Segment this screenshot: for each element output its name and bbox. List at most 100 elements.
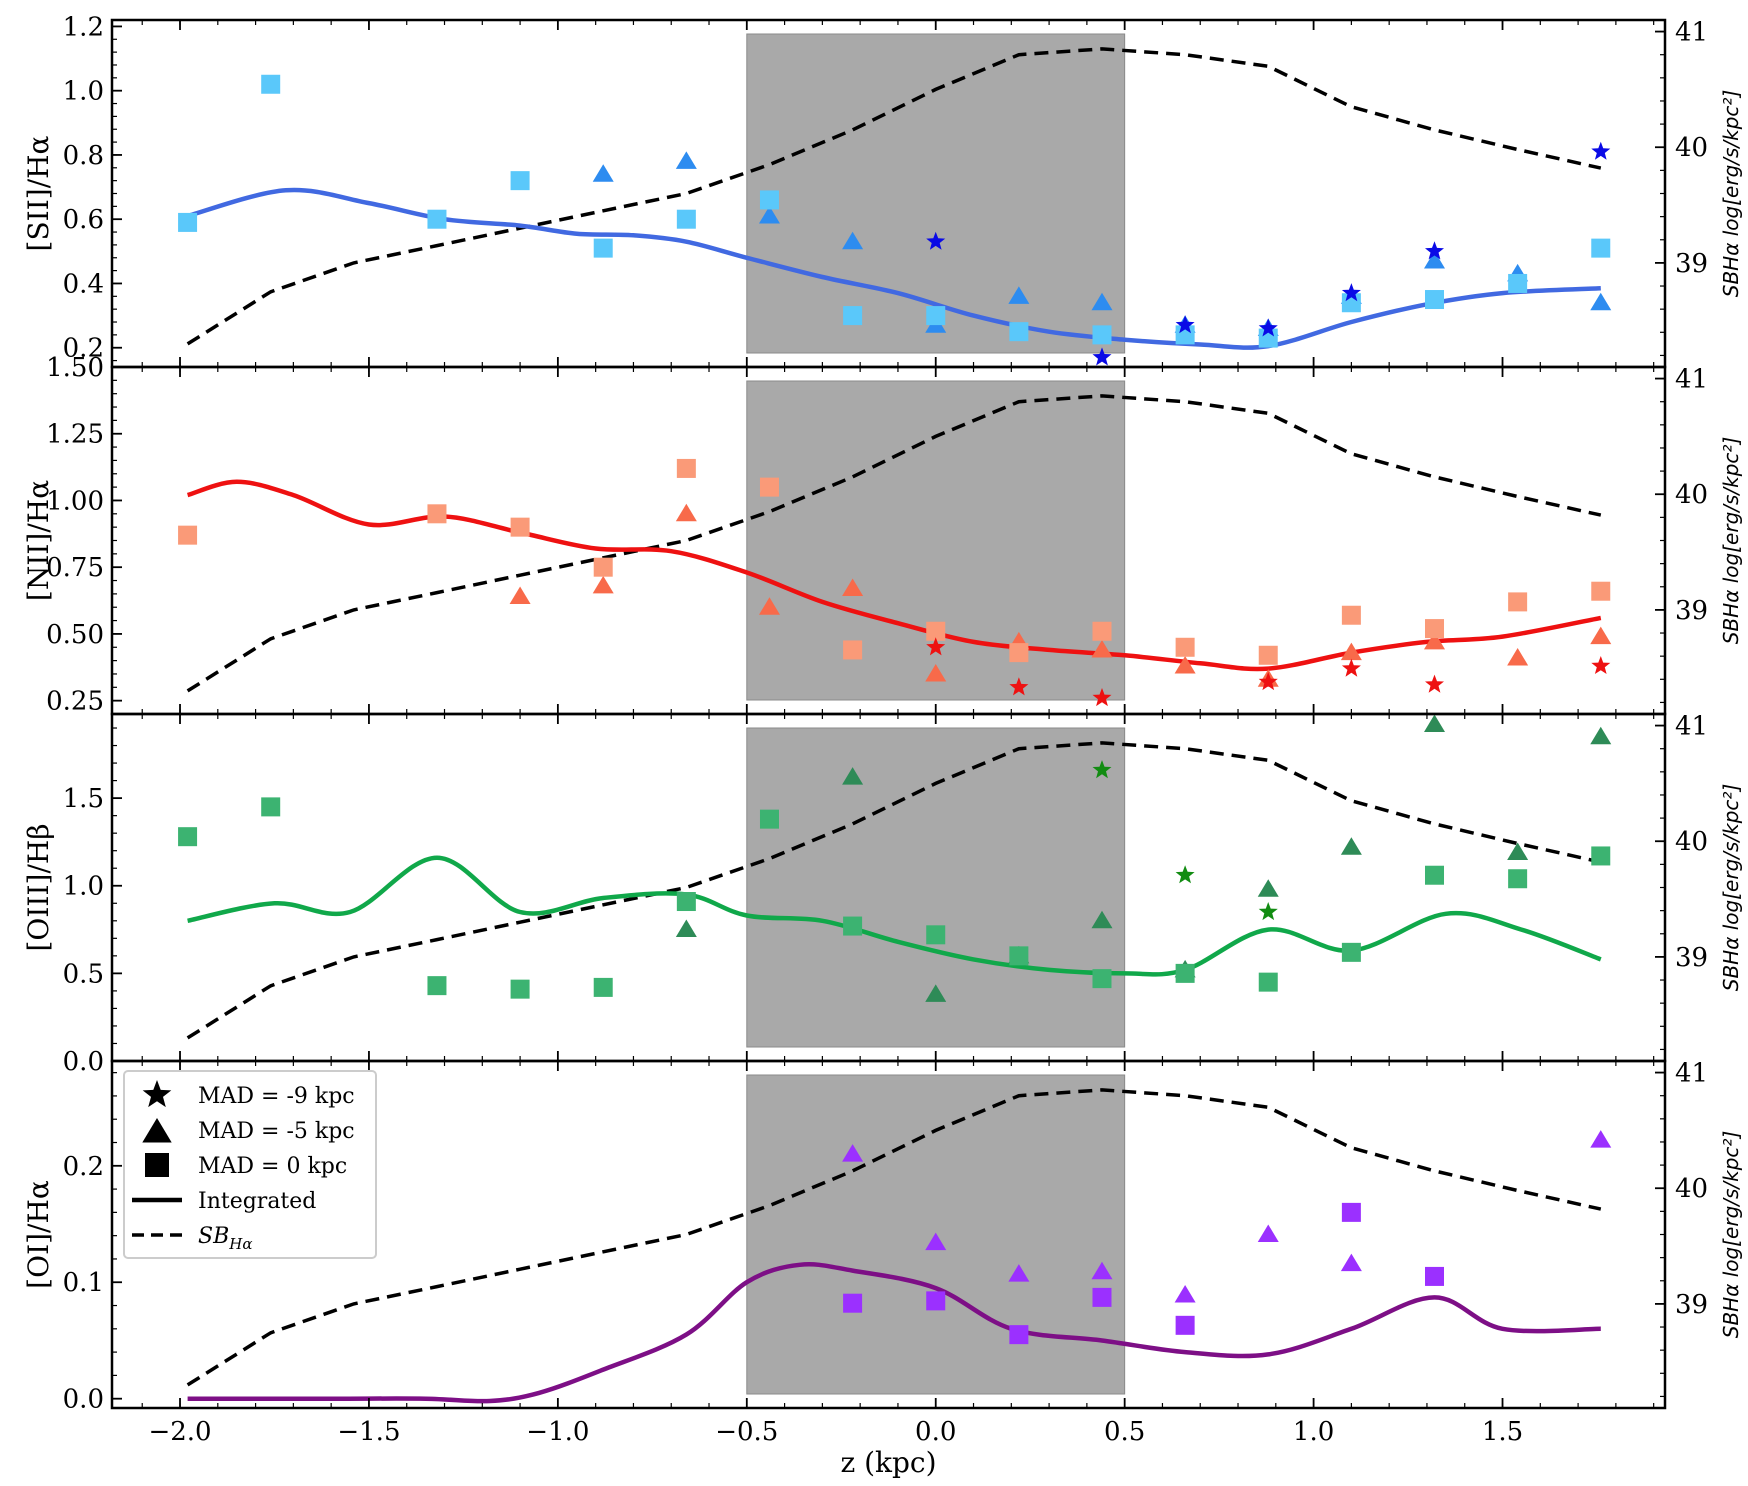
square-marker (1508, 592, 1528, 612)
legend-entry-label: Integrated (198, 1189, 316, 1214)
right-tick-label: 41 (1675, 712, 1708, 742)
triangle-marker (1424, 631, 1446, 650)
right-tick-label: 39 (1675, 1290, 1708, 1320)
square-marker (759, 190, 779, 210)
square-marker (843, 640, 863, 660)
square-marker (1508, 273, 1528, 293)
x-tick-label: −1.5 (337, 1417, 400, 1447)
square-marker (1341, 1202, 1361, 1222)
triangle-marker (1590, 626, 1612, 645)
y-tick-label: 0.50 (46, 620, 104, 650)
star-marker (1425, 241, 1444, 260)
triangle-marker (842, 767, 864, 785)
triangle-marker (1424, 714, 1446, 733)
square-marker (593, 977, 613, 997)
triangle-marker (1340, 642, 1362, 661)
integrated-line (187, 1262, 1601, 1404)
star-marker (926, 637, 946, 656)
square-marker (676, 209, 696, 229)
square-marker (1425, 865, 1445, 885)
star-marker (1092, 347, 1112, 366)
square-marker (1175, 963, 1195, 983)
square-marker (1092, 1287, 1112, 1307)
x-tick-label: 0.5 (1104, 1417, 1145, 1447)
triangle-marker (758, 597, 780, 615)
triangle-marker (925, 984, 947, 1002)
right-tick-label: 39 (1675, 249, 1708, 279)
triangle-marker (675, 919, 697, 938)
legend-triangle-icon (142, 1118, 172, 1143)
triangle-marker (1507, 647, 1529, 666)
triangle-marker (1174, 655, 1196, 674)
legend-square-icon (145, 1153, 169, 1177)
star-marker (1341, 658, 1361, 677)
y-axis-label: [OI]/Hα (22, 1180, 55, 1289)
triangle-marker (758, 205, 780, 224)
y-tick-label: 0.0 (63, 1385, 104, 1415)
triangle-marker (592, 164, 614, 182)
square-marker (1175, 637, 1195, 657)
panel-2: 0.25 0.50 0.75 1.00 1.25 1.50 41 40 39 [NII]/Hα SB… (22, 353, 1743, 717)
triangle-marker (842, 231, 864, 250)
y-tick-label: 0.0 (63, 1047, 104, 1077)
x-tick-label: −1.0 (526, 1417, 589, 1447)
triangle-marker (1590, 726, 1612, 745)
sb-halpha-line (186, 47, 1602, 346)
square-marker (1009, 1325, 1029, 1345)
square-marker (1092, 969, 1112, 989)
triangle-marker (1174, 1285, 1196, 1303)
star-marker (1591, 141, 1611, 160)
square-marker (926, 1291, 946, 1311)
square-marker (261, 74, 281, 94)
square-marker (1009, 946, 1029, 966)
y-tick-label: 0.4 (63, 269, 104, 299)
x-tick-label: −2.0 (148, 1417, 211, 1447)
triangle-marker (1590, 1130, 1612, 1148)
sb-halpha-line (186, 394, 1602, 693)
square-marker (1425, 619, 1445, 639)
legend-entry-label: MAD = -5 kpc (198, 1119, 355, 1144)
y-tick-label: 0.1 (63, 1268, 104, 1298)
triangle-marker (675, 503, 697, 522)
square-marker (510, 517, 530, 537)
shaded-region (746, 33, 1126, 354)
y-tick-label: 0.2 (63, 1152, 104, 1182)
star-marker (926, 231, 946, 250)
triangle-marker (1008, 1264, 1030, 1282)
y-axis-label: [NII]/Hα (22, 480, 55, 601)
triangle-marker (1008, 286, 1030, 304)
square-marker (759, 809, 779, 829)
triangle-marker (1340, 1253, 1362, 1272)
square-marker (593, 238, 613, 258)
y-tick-label: 1.0 (63, 77, 104, 107)
square-marker (1009, 322, 1029, 342)
triangle-marker (592, 575, 614, 594)
y-tick-label: 1.0 (63, 872, 104, 902)
star-marker (1341, 283, 1361, 302)
right-axis-label: SBHα log[erg/s/kpc²] (1719, 90, 1743, 298)
right-axis-label: SBHα log[erg/s/kpc²] (1719, 437, 1743, 645)
square-marker (261, 797, 281, 817)
triangle-marker (1091, 910, 1113, 929)
y-tick-label: 1.00 (46, 486, 104, 516)
square-marker (759, 477, 779, 497)
triangle-marker (1091, 1261, 1113, 1280)
right-tick-label: 41 (1675, 365, 1708, 395)
square-marker (1258, 645, 1278, 665)
star-marker (1009, 677, 1029, 696)
star-marker (1175, 315, 1195, 334)
square-marker (178, 827, 198, 847)
square-marker (427, 976, 447, 996)
legend: MAD = -9 kpc MAD = -5 kpc MAD = 0 kpc Integ… (123, 1070, 377, 1259)
sb-halpha-line (186, 1088, 1602, 1387)
sb-halpha-line (186, 741, 1602, 1040)
right-tick-label: 40 (1675, 480, 1708, 510)
triangle-marker (925, 663, 947, 682)
right-tick-label: 40 (1675, 133, 1708, 163)
square-marker (1341, 942, 1361, 962)
triangle-marker (675, 151, 697, 169)
square-marker (1425, 1266, 1445, 1286)
star-marker (1258, 672, 1278, 691)
square-marker (676, 458, 696, 478)
